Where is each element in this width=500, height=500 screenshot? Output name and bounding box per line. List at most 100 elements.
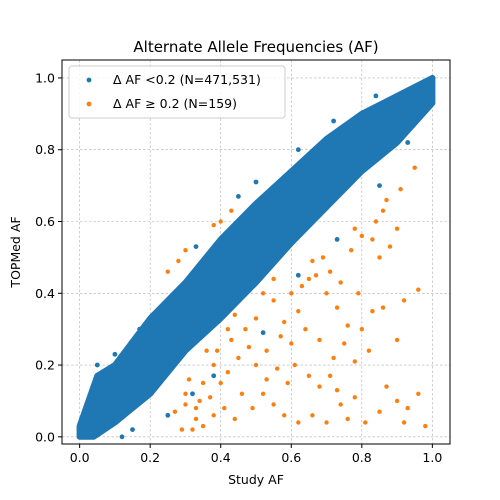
orange-data-point xyxy=(380,208,386,213)
legend: Δ AF <0.2 (N=471,531) Δ AF ≥ 0.2 (N=159) xyxy=(68,65,286,119)
orange-data-point xyxy=(176,258,181,264)
orange-data-point xyxy=(377,255,382,260)
orange-data-point xyxy=(218,219,223,224)
axis-ticks: 0.0 0.2 0.4 0.6 0.8 1.0 0.0 0.2 0.4 0.6 0.8 1.0 xyxy=(35,70,442,465)
orange-data-point xyxy=(327,269,333,274)
blue-data-point xyxy=(172,290,178,296)
x-tick-label: 0.8 xyxy=(352,450,372,465)
orange-data-point xyxy=(306,373,312,378)
series-orange-points xyxy=(165,165,428,432)
blue-data-point xyxy=(331,118,336,124)
orange-data-point xyxy=(232,416,237,422)
blue-data-point xyxy=(260,330,266,336)
orange-data-point xyxy=(324,420,329,425)
legend-box xyxy=(68,65,286,119)
blue-dense-band xyxy=(76,74,436,440)
orange-data-point xyxy=(345,323,350,328)
y-tick-label: 0.4 xyxy=(35,286,55,301)
orange-data-point xyxy=(412,165,417,170)
orange-data-point xyxy=(200,380,206,386)
series-blue-points xyxy=(94,93,411,440)
orange-data-point xyxy=(193,405,199,411)
orange-data-point xyxy=(232,312,237,317)
blue-data-point xyxy=(130,427,135,432)
orange-data-point xyxy=(384,197,389,203)
orange-data-point xyxy=(260,391,266,396)
orange-data-point xyxy=(296,309,301,314)
blue-data-point xyxy=(377,183,382,189)
blue-data-point xyxy=(295,147,301,153)
x-tick-label: 0.4 xyxy=(211,450,231,465)
orange-data-point xyxy=(183,391,188,396)
orange-data-point xyxy=(278,334,283,339)
orange-data-point xyxy=(338,280,343,285)
orange-data-point xyxy=(215,348,220,353)
orange-data-point xyxy=(373,219,379,224)
orange-data-point xyxy=(229,208,234,213)
orange-data-point xyxy=(320,255,326,260)
blue-data-point xyxy=(193,244,199,250)
orange-data-point xyxy=(282,319,287,325)
orange-data-point xyxy=(190,427,195,432)
orange-data-point xyxy=(197,398,202,404)
orange-data-point xyxy=(250,405,255,411)
blue-data-point xyxy=(94,362,100,368)
orange-data-point xyxy=(289,291,294,296)
orange-data-point xyxy=(394,226,400,231)
x-tick-label: 0.0 xyxy=(70,450,90,465)
orange-data-point xyxy=(211,222,216,228)
orange-data-point xyxy=(306,276,312,282)
orange-data-point xyxy=(193,416,199,422)
orange-data-point xyxy=(349,248,354,253)
chart-title: Alternate Allele Frequencies (AF) xyxy=(133,38,378,56)
orange-data-point xyxy=(200,423,206,429)
orange-data-point xyxy=(377,409,382,414)
orange-data-point xyxy=(296,420,301,425)
orange-data-point xyxy=(204,348,209,353)
orange-data-point xyxy=(359,233,364,239)
legend-label-orange: Δ AF ≥ 0.2 (N=159) xyxy=(113,96,237,111)
blue-data-point xyxy=(119,434,125,440)
series-blue-band xyxy=(76,74,436,440)
orange-data-point xyxy=(271,276,276,282)
orange-data-point xyxy=(423,423,428,429)
orange-data-point xyxy=(310,413,315,418)
orange-data-point xyxy=(327,373,333,378)
blue-data-point xyxy=(334,237,340,242)
blue-data-point xyxy=(405,140,411,145)
orange-data-point xyxy=(179,427,185,432)
orange-data-point xyxy=(313,273,319,278)
orange-data-point xyxy=(331,355,336,361)
orange-data-point xyxy=(394,398,400,404)
y-tick-label: 0.0 xyxy=(35,429,55,444)
orange-data-point xyxy=(299,283,305,289)
legend-marker-blue xyxy=(86,77,92,83)
orange-data-point xyxy=(324,291,329,296)
orange-data-point xyxy=(211,362,216,368)
blue-data-point xyxy=(236,194,241,199)
orange-data-point xyxy=(183,402,188,407)
blue-data-point xyxy=(137,326,143,332)
orange-data-point xyxy=(264,348,269,353)
orange-data-point xyxy=(334,305,340,310)
orange-data-point xyxy=(394,337,400,343)
orange-data-point xyxy=(222,405,227,411)
orange-data-point xyxy=(401,298,407,303)
orange-data-point xyxy=(317,384,322,389)
plot-frame xyxy=(61,59,451,445)
orange-data-point xyxy=(384,384,389,389)
y-axis-label: TOPMed AF xyxy=(8,216,23,288)
legend-label-blue: Δ AF <0.2 (N=471,531) xyxy=(113,72,261,87)
blue-data-point xyxy=(165,412,171,418)
orange-data-point xyxy=(292,362,297,368)
legend-marker-orange xyxy=(86,101,92,107)
orange-data-point xyxy=(229,337,234,343)
orange-data-point xyxy=(370,309,375,314)
orange-data-point xyxy=(183,248,188,253)
orange-data-point xyxy=(416,391,421,396)
orange-data-point xyxy=(363,420,368,425)
orange-data-point xyxy=(370,237,375,242)
orange-data-point xyxy=(246,344,252,350)
orange-data-point xyxy=(303,327,308,332)
